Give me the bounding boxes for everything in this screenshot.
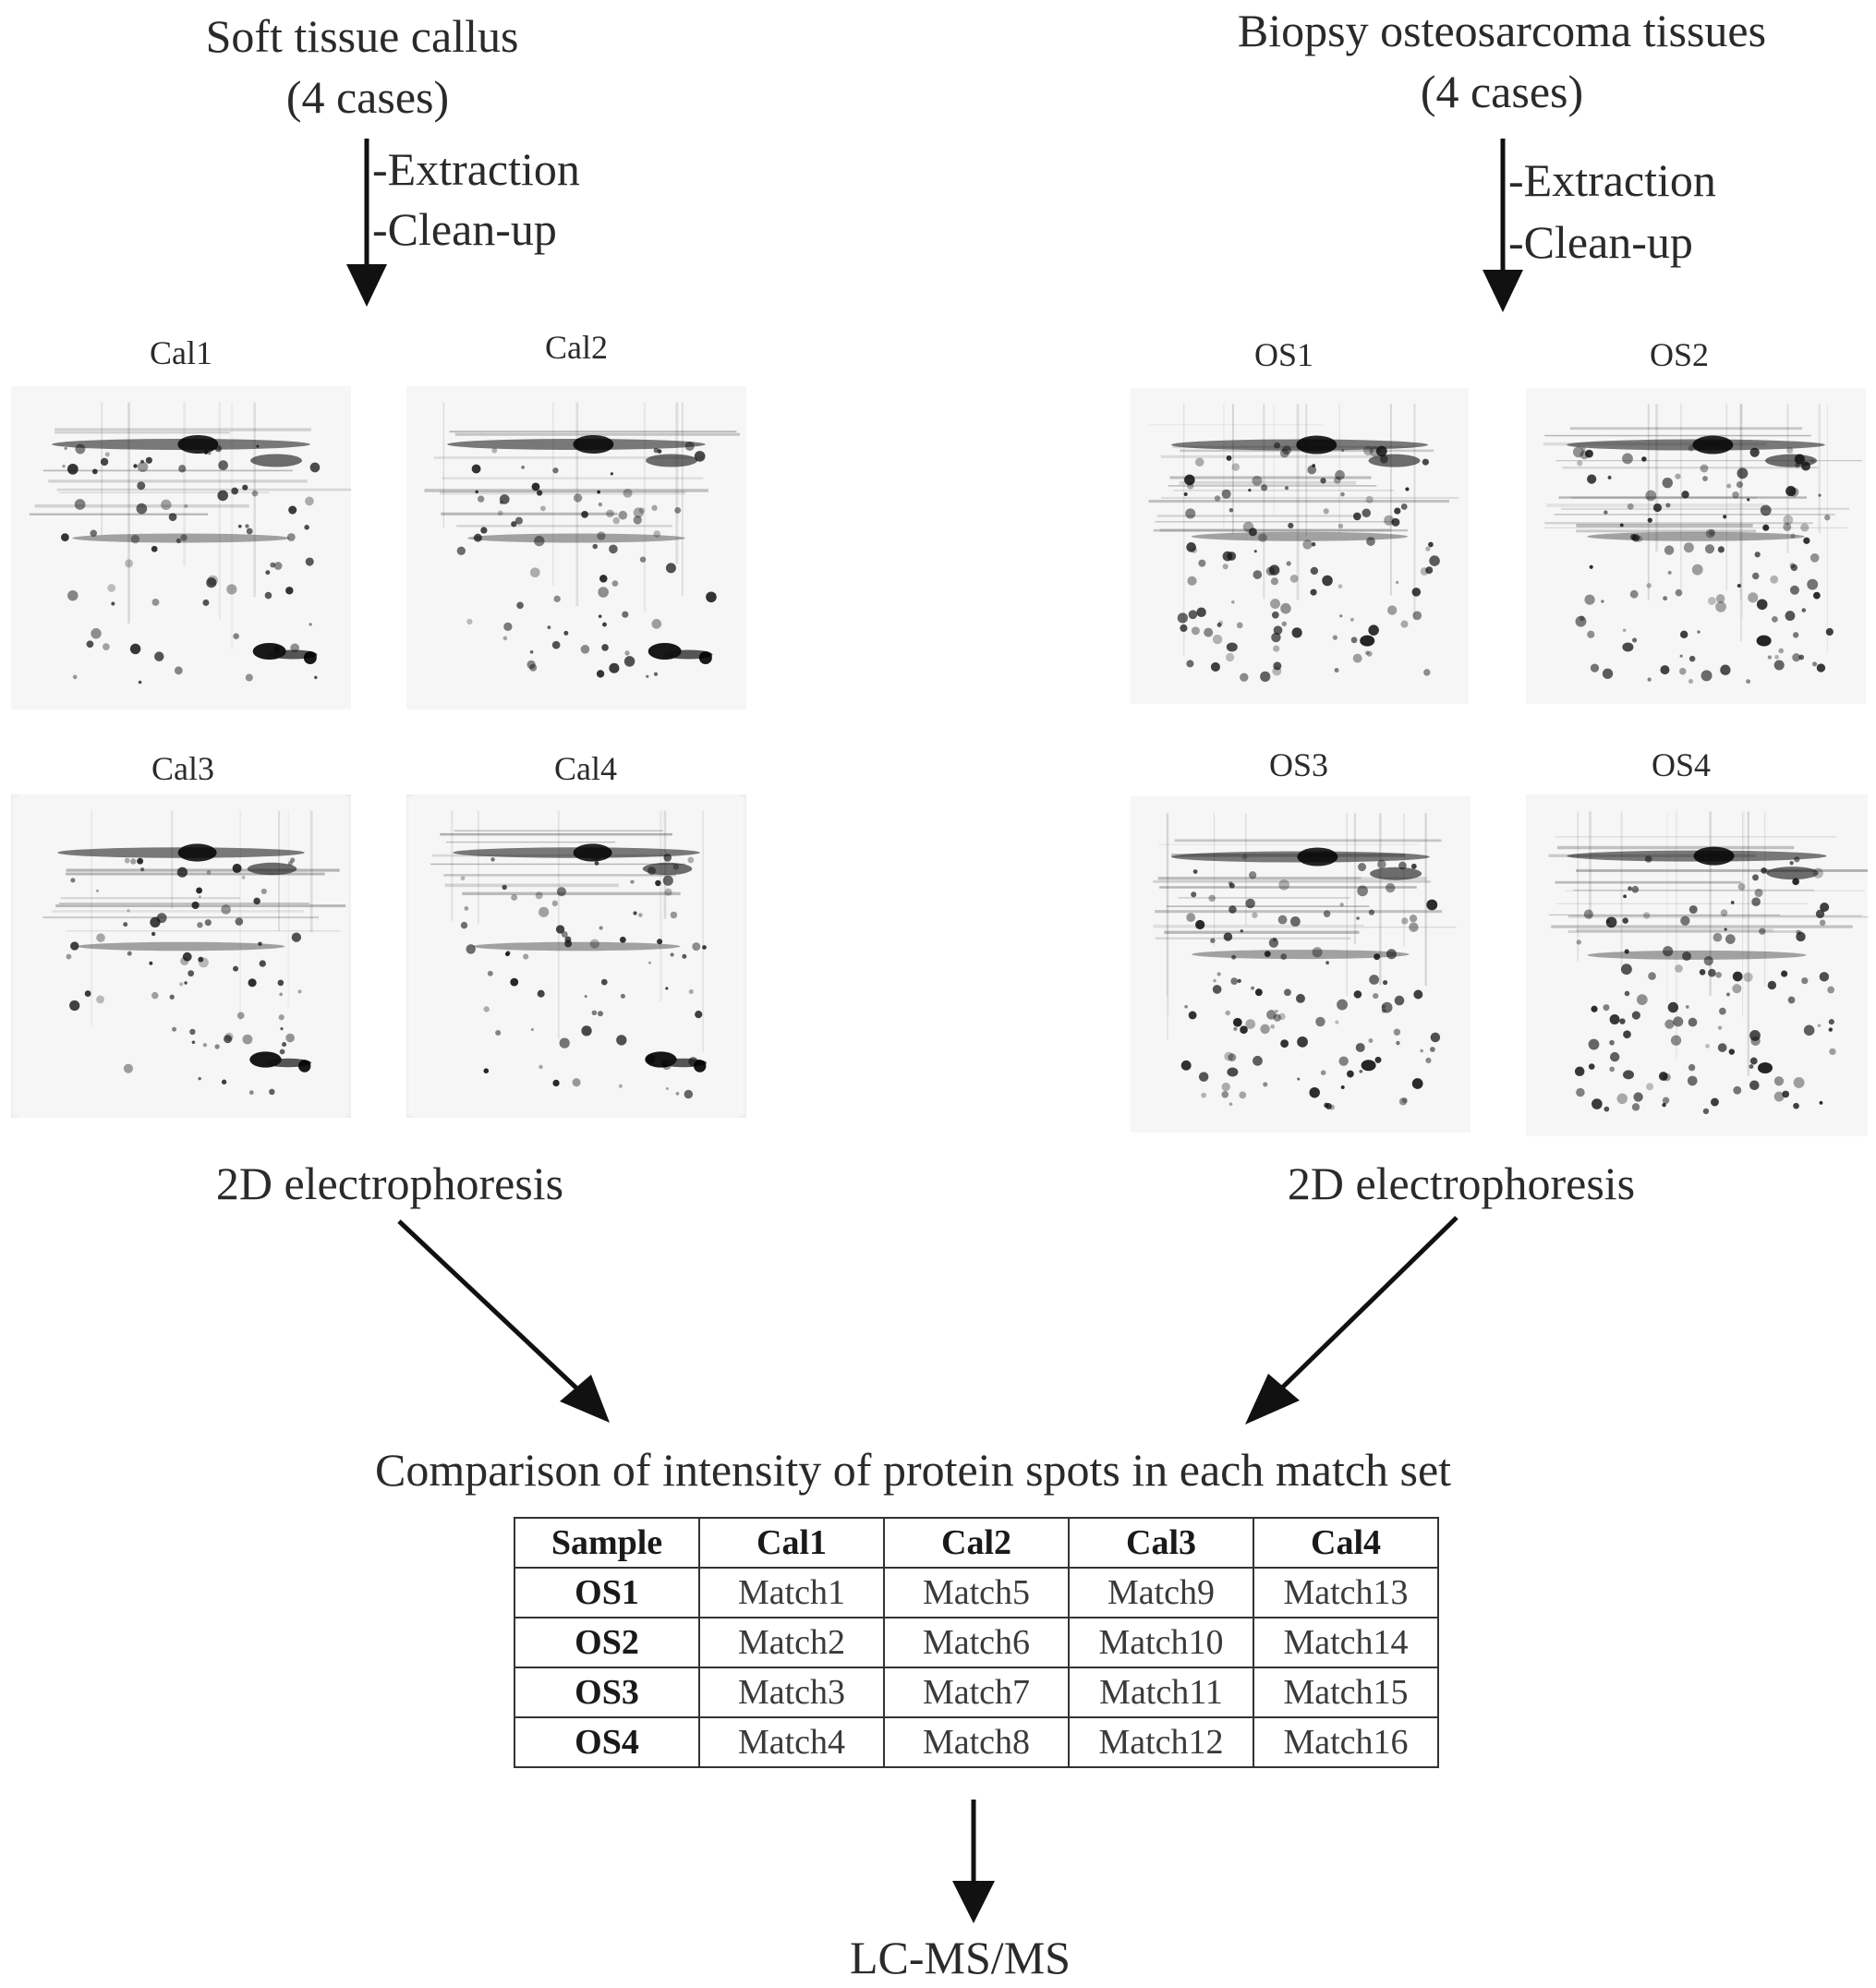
table-cell: Match5: [883, 1567, 1070, 1618]
table-cell: Match8: [883, 1716, 1070, 1768]
table-cell: Match10: [1068, 1617, 1254, 1668]
arrow-right-extraction: [1483, 139, 1523, 312]
table-cell: Match16: [1253, 1716, 1439, 1768]
table-cell: Match9: [1068, 1567, 1254, 1618]
table-cell: Match1: [698, 1567, 885, 1618]
table-row: OS2 Match2 Match6 Match10 Match14: [514, 1617, 1439, 1668]
table-cell: Match12: [1068, 1716, 1254, 1768]
table-header-cell: Cal4: [1253, 1517, 1439, 1569]
match-set-table: Sample Cal1 Cal2 Cal3 Cal4 OS1 Match1 Ma…: [514, 1517, 1439, 1768]
table-cell: Match14: [1253, 1617, 1439, 1668]
table-row: OS1 Match1 Match5 Match9 Match13: [514, 1567, 1439, 1618]
right-step-extraction: -Extraction: [1508, 154, 1716, 206]
gel-label-cal1: Cal1: [150, 334, 212, 371]
table-cell: Match2: [698, 1617, 885, 1668]
gel-image-os3: [1131, 796, 1471, 1133]
gel-label-cal2: Cal2: [545, 329, 608, 366]
gel-image-cal2: [406, 386, 746, 709]
gel-image-cal3: [11, 794, 351, 1118]
table-cell: Match3: [698, 1667, 885, 1718]
gel-label-cal3: Cal3: [151, 750, 214, 787]
table-header-cell: Cal2: [883, 1517, 1070, 1569]
right-step-cleanup: -Clean-up: [1508, 216, 1693, 268]
table-row-header: OS4: [514, 1716, 700, 1768]
arrow-left-extraction: [346, 139, 387, 307]
table-row: OS4 Match4 Match8 Match12 Match16: [514, 1716, 1439, 1768]
left-group-cases: (4 cases): [285, 71, 450, 123]
table-header-cell: Sample: [514, 1517, 700, 1569]
left-step-extraction: -Extraction: [372, 143, 580, 195]
left-group-title: Soft tissue callus: [205, 10, 519, 62]
table-row: OS3 Match3 Match7 Match11 Match15: [514, 1667, 1439, 1718]
table-row-header: OS3: [514, 1667, 700, 1718]
final-step-label: LC-MS/MS: [850, 1932, 1071, 1983]
table-row-header: OS1: [514, 1567, 700, 1618]
table-cell: Match6: [883, 1617, 1070, 1668]
gel-image-os1: [1131, 388, 1469, 704]
gel-image-os2: [1526, 388, 1866, 704]
gel-label-cal4: Cal4: [554, 750, 617, 787]
gel-image-cal1: [11, 386, 351, 709]
gel-image-cal4: [406, 794, 746, 1118]
table-cell: Match15: [1253, 1667, 1439, 1718]
table-cell: Match7: [883, 1667, 1070, 1718]
gel-image-os4: [1526, 794, 1868, 1136]
right-method-label: 2D electrophoresis: [1287, 1158, 1636, 1209]
comparison-title: Comparison of intensity of protein spots…: [375, 1444, 1452, 1496]
table-header-cell: Cal3: [1068, 1517, 1254, 1569]
table-header-row: Sample Cal1 Cal2 Cal3 Cal4: [514, 1517, 1439, 1569]
table-cell: Match4: [698, 1716, 885, 1768]
gel-label-os1: OS1: [1253, 336, 1314, 373]
table-cell: Match13: [1253, 1567, 1439, 1618]
arrow-right-to-comparison: [1245, 1216, 1458, 1424]
arrow-left-to-comparison: [397, 1219, 610, 1423]
left-step-cleanup: -Clean-up: [372, 203, 557, 255]
right-group-title: Biopsy osteosarcoma tissues: [1237, 5, 1767, 56]
left-method-label: 2D electrophoresis: [215, 1158, 564, 1209]
table-header-cell: Cal1: [698, 1517, 885, 1569]
table-cell: Match11: [1068, 1667, 1254, 1718]
gel-label-os3: OS3: [1268, 746, 1329, 783]
arrow-to-lcmsms: [952, 1800, 995, 1923]
table-row-header: OS2: [514, 1617, 700, 1668]
gel-label-os4: OS4: [1651, 746, 1712, 783]
gel-label-os2: OS2: [1649, 336, 1710, 373]
right-group-cases: (4 cases): [1420, 66, 1584, 117]
